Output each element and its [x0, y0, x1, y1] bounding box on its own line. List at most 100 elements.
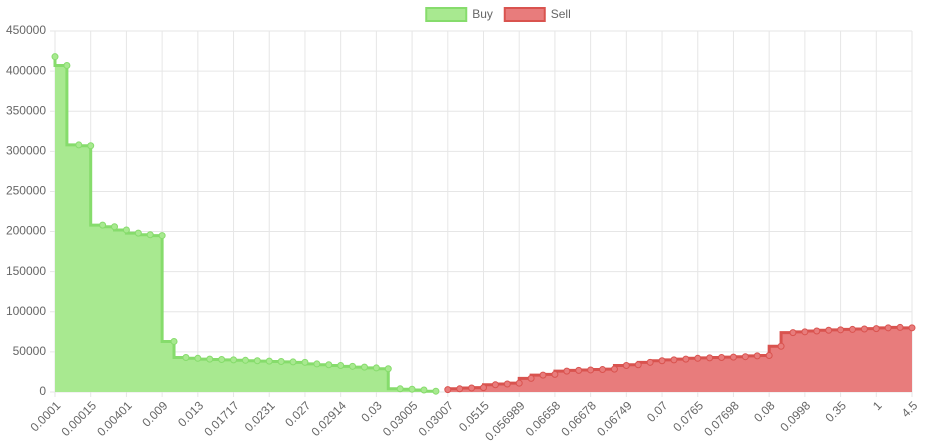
x-tick-label: 0.056989	[482, 398, 528, 444]
x-tick-label: 0.06749	[594, 398, 635, 439]
y-tick-label: 100000	[6, 304, 46, 318]
x-tick-label: 0.07	[644, 398, 671, 425]
x-tick-label: 0.0231	[242, 398, 278, 434]
y-tick-label: 50000	[13, 344, 47, 358]
point	[539, 371, 547, 379]
point	[634, 361, 642, 369]
point	[789, 329, 797, 337]
point	[456, 385, 464, 393]
point	[420, 386, 428, 394]
point	[241, 356, 249, 364]
point	[468, 384, 476, 392]
point	[563, 367, 571, 375]
x-tick-label: 0.009	[139, 398, 170, 429]
point	[682, 355, 690, 363]
y-tick-label: 150000	[6, 264, 46, 278]
point	[872, 325, 880, 333]
point	[75, 141, 83, 149]
x-tick-label: 0.35	[823, 398, 850, 425]
y-tick-label: 300000	[6, 144, 46, 158]
point	[777, 342, 785, 350]
x-tick-label: 0.06658	[523, 398, 564, 439]
x-tick-label: 0.01717	[201, 398, 242, 439]
area	[55, 56, 436, 392]
point	[610, 365, 618, 373]
y-tick-label: 350000	[6, 103, 46, 117]
point	[515, 379, 523, 387]
point	[313, 360, 321, 368]
point	[360, 363, 368, 371]
point	[801, 328, 809, 336]
point	[301, 358, 309, 366]
point	[480, 384, 487, 392]
point	[860, 325, 868, 333]
point	[551, 370, 559, 378]
point	[122, 226, 130, 234]
point	[658, 357, 666, 365]
point	[848, 325, 856, 333]
point	[765, 351, 773, 359]
point	[575, 366, 583, 374]
legend-label: Buy	[472, 7, 493, 21]
point	[741, 353, 749, 361]
x-tick-label: 0.03007	[416, 398, 457, 439]
point	[337, 362, 345, 370]
point	[253, 357, 261, 365]
x-tick-label: 0.07698	[701, 398, 742, 439]
point	[432, 387, 440, 395]
point	[372, 364, 380, 372]
point	[706, 354, 714, 362]
point	[837, 326, 845, 334]
x-tick-label: 0.00401	[94, 398, 135, 439]
point	[146, 231, 154, 239]
x-tick-label: 4.5	[899, 398, 921, 420]
point	[646, 358, 654, 366]
point	[753, 352, 761, 360]
point	[87, 142, 95, 150]
point	[884, 324, 892, 332]
legend-label: Sell	[551, 7, 571, 21]
point	[587, 366, 595, 374]
point	[729, 353, 737, 361]
point	[349, 362, 357, 370]
x-tick-label: 0.03	[358, 398, 385, 425]
y-tick-label: 200000	[6, 224, 46, 238]
y-tick-label: 400000	[6, 63, 46, 77]
point	[170, 337, 178, 345]
y-tick-label: 450000	[6, 23, 46, 37]
y-tick-label: 0	[39, 384, 46, 398]
point	[111, 223, 119, 231]
legend-swatch	[503, 7, 546, 22]
point	[230, 356, 238, 364]
point	[158, 232, 166, 240]
legend-swatch	[425, 7, 468, 22]
point	[896, 323, 904, 331]
point	[718, 354, 726, 362]
point	[444, 386, 452, 394]
x-tick-label: 0.027	[282, 398, 313, 429]
point	[825, 326, 833, 334]
point	[503, 380, 511, 388]
x-tick-label: 0.0998	[777, 398, 813, 434]
x-tick-label: 0.06678	[558, 398, 599, 439]
x-tick-label: 1	[870, 398, 885, 413]
y-tick-label: 250000	[6, 184, 46, 198]
point	[491, 381, 499, 389]
point	[99, 221, 107, 229]
point	[670, 356, 678, 364]
point	[277, 358, 285, 366]
point	[218, 356, 226, 364]
point	[622, 362, 630, 370]
point	[265, 357, 273, 365]
point	[527, 374, 535, 382]
point	[396, 385, 404, 393]
point	[206, 355, 214, 363]
point	[194, 354, 202, 362]
x-tick-label: 0.08	[751, 398, 778, 425]
x-tick-label: 0.00015	[58, 398, 99, 439]
point	[408, 385, 416, 393]
point	[908, 324, 916, 332]
point	[51, 53, 59, 61]
x-tick-label: 0.013	[175, 398, 206, 429]
point	[289, 358, 297, 366]
